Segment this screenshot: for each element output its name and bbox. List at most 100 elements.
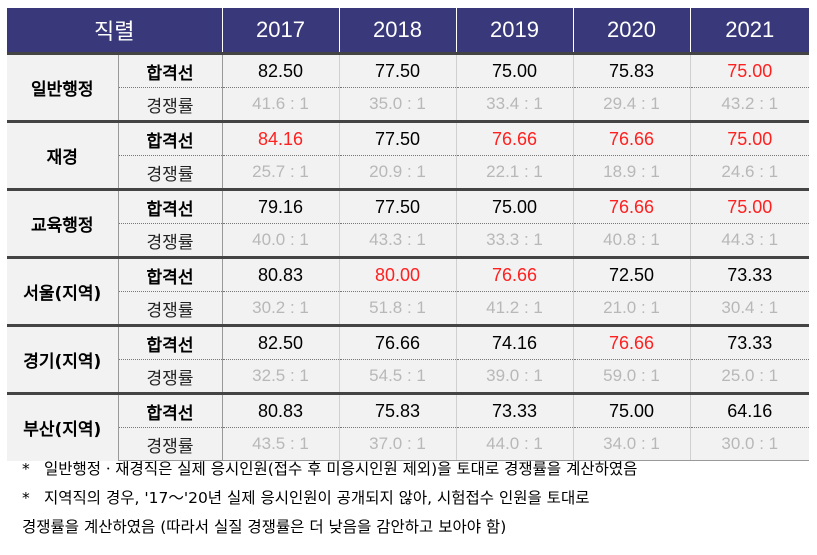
cutoff-value: 84.16 xyxy=(221,120,340,156)
cutoff-label: 합격선 xyxy=(118,52,223,88)
cutoff-value: 64.16 xyxy=(689,392,810,428)
ratio-value: 44.0 : 1 xyxy=(455,427,574,461)
ratio-value: 24.6 : 1 xyxy=(689,155,810,190)
ratio-label: 경쟁률 xyxy=(118,291,223,326)
ratio-value: 22.1 : 1 xyxy=(455,155,574,190)
ratio-row: 경쟁률 32.5 : 1 54.5 : 1 39.0 : 1 59.0 : 1 25.0 … xyxy=(7,359,810,394)
header-year: 2020 xyxy=(572,8,691,54)
ratio-row: 경쟁률 43.5 : 1 37.0 : 1 44.0 : 1 34.0 : 1 30.0 … xyxy=(7,427,810,461)
cutoff-value: 73.33 xyxy=(689,324,810,360)
ratio-label: 경쟁률 xyxy=(118,223,223,258)
ratio-value: 41.2 : 1 xyxy=(455,291,574,326)
cutoff-value: 75.00 xyxy=(455,188,574,224)
ratio-row: 경쟁률 40.0 : 1 43.3 : 1 33.3 : 1 40.8 : 1 44.3 … xyxy=(7,223,810,258)
cutoff-value: 77.50 xyxy=(338,120,457,156)
category-label: 일반행정 xyxy=(7,52,119,122)
cutoff-value: 79.16 xyxy=(221,188,340,224)
category-label: 서울(지역) xyxy=(7,256,119,326)
ratio-value: 43.3 : 1 xyxy=(338,223,457,258)
cutoff-value: 72.50 xyxy=(572,256,691,292)
footnote-continuation: 경쟁률을 계산하였음 (따라서 실질 경쟁률은 더 낮음을 감안하고 보아야 함… xyxy=(22,518,507,536)
ratio-value: 29.4 : 1 xyxy=(572,87,691,122)
header-row: 직렬 2017 2018 2019 2020 2021 xyxy=(7,8,810,54)
ratio-value: 35.0 : 1 xyxy=(338,87,457,122)
ratio-value: 32.5 : 1 xyxy=(221,359,340,394)
cutoff-value: 82.50 xyxy=(221,52,340,88)
ratio-value: 44.3 : 1 xyxy=(689,223,810,258)
cutoff-row: 경기(지역) 합격선 82.50 76.66 74.16 76.66 73.33 xyxy=(7,324,810,394)
cutoff-value: 77.50 xyxy=(338,188,457,224)
ratio-label: 경쟁률 xyxy=(118,87,223,122)
ratio-value: 34.0 : 1 xyxy=(572,427,691,461)
cutoff-value: 73.33 xyxy=(689,256,810,292)
cutoff-value: 75.00 xyxy=(689,52,810,88)
ratio-value: 39.0 : 1 xyxy=(455,359,574,394)
cutoff-value: 75.83 xyxy=(338,392,457,428)
footnote-marker: * xyxy=(22,460,30,478)
ratio-value: 20.9 : 1 xyxy=(338,155,457,190)
ratio-value: 21.0 : 1 xyxy=(572,291,691,326)
header-year: 2021 xyxy=(689,8,810,54)
footnote: * 지역직의 경우, '17～'20년 실제 응시인원이 공개되지 않아, 시험… xyxy=(22,484,812,513)
ratio-label: 경쟁률 xyxy=(118,427,223,461)
cutoff-value: 76.66 xyxy=(455,120,574,156)
cutoff-label: 합격선 xyxy=(118,256,223,292)
cutoff-value: 76.66 xyxy=(572,324,691,360)
cutoff-value: 76.66 xyxy=(338,324,457,360)
cutoff-label: 합격선 xyxy=(118,120,223,156)
header-year: 2017 xyxy=(221,8,340,54)
ratio-value: 41.6 : 1 xyxy=(221,87,340,122)
cutoff-value: 80.83 xyxy=(221,392,340,428)
cutoff-label: 합격선 xyxy=(118,392,223,428)
cutoff-value: 76.66 xyxy=(572,120,691,156)
ratio-value: 18.9 : 1 xyxy=(572,155,691,190)
cutoff-value: 75.83 xyxy=(572,52,691,88)
header-category: 직렬 xyxy=(7,8,223,54)
cutoff-row: 재경 합격선 84.16 77.50 76.66 76.66 75.00 xyxy=(7,120,810,190)
ratio-value: 59.0 : 1 xyxy=(572,359,691,394)
cutoff-row: 교육행정 합격선 79.16 77.50 75.00 76.66 75.00 xyxy=(7,188,810,258)
footnote: * 일반행정ㆍ재경직은 실제 응시인원(접수 후 미응시인원 제외)을 토대로 … xyxy=(22,455,812,484)
category-label: 경기(지역) xyxy=(7,324,119,394)
pass-score-table: 직렬 2017 2018 2019 2020 2021 일반행정 합격선 82.50… xyxy=(7,8,810,461)
ratio-value: 51.8 : 1 xyxy=(338,291,457,326)
cutoff-value: 75.00 xyxy=(689,188,810,224)
ratio-value: 33.3 : 1 xyxy=(455,223,574,258)
ratio-label: 경쟁률 xyxy=(118,155,223,190)
footnote-text: 일반행정ㆍ재경직은 실제 응시인원(접수 후 미응시인원 제외)을 토대로 경쟁… xyxy=(44,460,638,478)
ratio-row: 경쟁률 25.7 : 1 20.9 : 1 22.1 : 1 18.9 : 1 24.6 … xyxy=(7,155,810,190)
cutoff-value: 75.00 xyxy=(572,392,691,428)
ratio-value: 30.0 : 1 xyxy=(689,427,810,461)
ratio-value: 54.5 : 1 xyxy=(338,359,457,394)
ratio-value: 40.0 : 1 xyxy=(221,223,340,258)
header-year: 2018 xyxy=(338,8,457,54)
ratio-label: 경쟁률 xyxy=(118,359,223,394)
cutoff-row: 서울(지역) 합격선 80.83 80.00 76.66 72.50 73.33 xyxy=(7,256,810,326)
cutoff-value: 76.66 xyxy=(455,256,574,292)
ratio-row: 경쟁률 41.6 : 1 35.0 : 1 33.4 : 1 29.4 : 1 43.2 … xyxy=(7,87,810,122)
ratio-value: 37.0 : 1 xyxy=(338,427,457,461)
cutoff-value: 80.83 xyxy=(221,256,340,292)
cutoff-value: 77.50 xyxy=(338,52,457,88)
cutoff-label: 합격선 xyxy=(118,324,223,360)
ratio-value: 25.7 : 1 xyxy=(221,155,340,190)
cutoff-value: 82.50 xyxy=(221,324,340,360)
cutoff-value: 74.16 xyxy=(455,324,574,360)
cutoff-value: 76.66 xyxy=(572,188,691,224)
ratio-value: 43.2 : 1 xyxy=(689,87,810,122)
category-label: 부산(지역) xyxy=(7,392,119,461)
footnote-text: 지역직의 경우, '17～'20년 실제 응시인원이 공개되지 않아, 시험접수… xyxy=(44,489,590,507)
ratio-value: 33.4 : 1 xyxy=(455,87,574,122)
footnote-marker: * xyxy=(22,489,30,507)
cutoff-value: 75.00 xyxy=(455,52,574,88)
ratio-value: 25.0 : 1 xyxy=(689,359,810,394)
category-label: 교육행정 xyxy=(7,188,119,258)
header-year: 2019 xyxy=(455,8,574,54)
ratio-value: 30.4 : 1 xyxy=(689,291,810,326)
cutoff-label: 합격선 xyxy=(118,188,223,224)
cutoff-value: 75.00 xyxy=(689,120,810,156)
ratio-value: 40.8 : 1 xyxy=(572,223,691,258)
cutoff-value: 80.00 xyxy=(338,256,457,292)
ratio-value: 30.2 : 1 xyxy=(221,291,340,326)
cutoff-row: 일반행정 합격선 82.50 77.50 75.00 75.83 75.00 xyxy=(7,52,810,122)
